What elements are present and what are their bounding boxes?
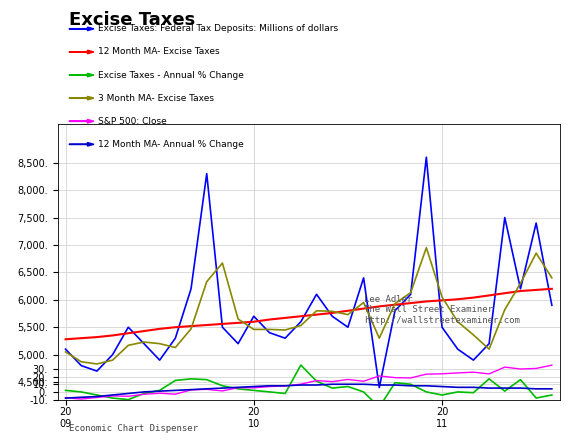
Text: S&P 500: Close: S&P 500: Close bbox=[98, 117, 167, 126]
Text: 12 Month MA- Excise Taxes: 12 Month MA- Excise Taxes bbox=[98, 48, 220, 56]
Text: 12 Month MA- Annual % Change: 12 Month MA- Annual % Change bbox=[98, 140, 244, 149]
Text: Lee Adler
The Wall Street Examiner
http://wallstreetexaminer.com: Lee Adler The Wall Street Examiner http:… bbox=[364, 295, 520, 325]
Text: Excise Taxes - Annual % Change: Excise Taxes - Annual % Change bbox=[98, 71, 244, 79]
Text: Excise Taxes: Excise Taxes bbox=[69, 11, 196, 29]
Text: Economic Chart Dispenser: Economic Chart Dispenser bbox=[69, 424, 198, 433]
Text: Excise Taxes: Federal Tax Deposits: Millions of dollars: Excise Taxes: Federal Tax Deposits: Mill… bbox=[98, 24, 338, 33]
Text: 3 Month MA- Excise Taxes: 3 Month MA- Excise Taxes bbox=[98, 94, 214, 103]
